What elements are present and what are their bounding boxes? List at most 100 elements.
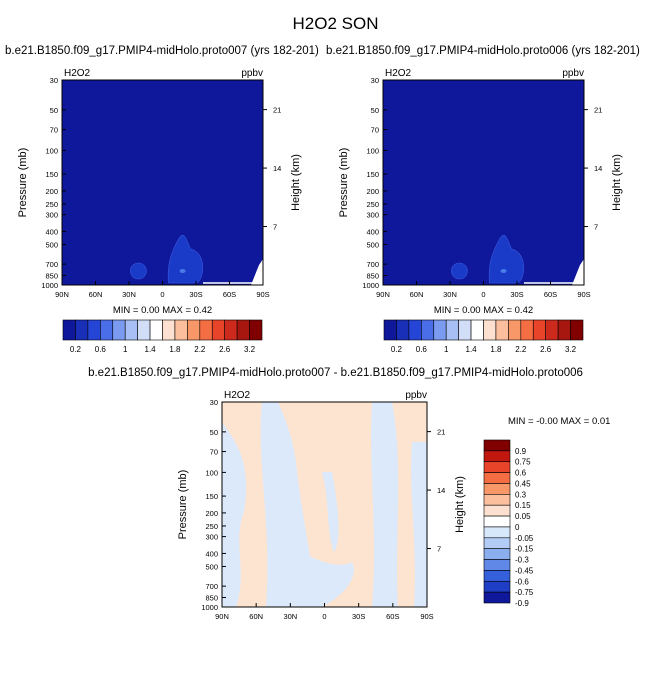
panel-1-colorbar-label: 0.2 bbox=[70, 345, 82, 354]
panel-2-colorbar-label: 0.6 bbox=[416, 345, 428, 354]
panel-2-y-tick-label: 150 bbox=[366, 170, 379, 179]
panel-3-colorbar-swatch bbox=[483, 439, 511, 452]
panel-2-colorbar-swatch bbox=[421, 319, 435, 341]
panel-2-stats: MIN = 0.00 MAX = 0.42 bbox=[434, 305, 533, 316]
panel-1-y-tick-label: 100 bbox=[45, 146, 58, 155]
panel-3-x-tick-label: 90N bbox=[215, 612, 229, 621]
panel-3-y-tick-label: 500 bbox=[205, 562, 218, 571]
panel-1-colorbar-swatch bbox=[137, 319, 151, 341]
panel-1-y-tick-label: 400 bbox=[45, 227, 58, 236]
panel-1-colorbar-swatch bbox=[236, 319, 250, 341]
panel-3-colorbar-swatch bbox=[483, 559, 511, 571]
panel-2-x-tick-label: 90N bbox=[376, 290, 390, 299]
panel-1-colorbar-swatch bbox=[199, 319, 213, 341]
panel-1-height-tick-label: 14 bbox=[273, 164, 281, 173]
panel-2-y-tick-label: 30 bbox=[371, 76, 379, 85]
panel-1-title: b.e21.B1850.f09_g17.PMIP4-midHolo.proto0… bbox=[5, 45, 319, 57]
panel-1-y-tick-label: 300 bbox=[45, 211, 58, 220]
panel-2-height-tick-label: 14 bbox=[594, 164, 602, 173]
panel-2-y-tick-label: 300 bbox=[366, 211, 379, 220]
panel-2-height-axis-label: Height (km) bbox=[611, 154, 623, 211]
panel-1-x-tick-label: 60S bbox=[223, 290, 236, 299]
panel-2-y-tick-label: 200 bbox=[366, 187, 379, 196]
panel-1-colorbar-swatch bbox=[224, 319, 238, 341]
panel-3-x-tick-label: 30S bbox=[352, 612, 365, 621]
panel-2-colorbar-swatch bbox=[495, 319, 509, 341]
panel-3-y-tick-label: 850 bbox=[205, 593, 218, 602]
panel-3-colorbar-label: -0.6 bbox=[515, 577, 529, 586]
panel-3-y-axis-label: Pressure (mb) bbox=[177, 470, 189, 540]
figure-title: H2O2 SON bbox=[292, 14, 379, 33]
panel-1-height-tick-label: 21 bbox=[273, 106, 281, 115]
panel-3-colorbar-label: 0.75 bbox=[515, 458, 531, 467]
panel-3-colorbar-label: -0.75 bbox=[515, 588, 534, 597]
panel-3-height-tick-label: 7 bbox=[437, 545, 441, 554]
panel-3-field-negative bbox=[222, 422, 247, 607]
panel-2-colorbar-swatch bbox=[383, 319, 397, 341]
panel-3-height-tick-label: 14 bbox=[437, 486, 445, 495]
panel-1-colorbar-swatch bbox=[162, 319, 176, 341]
panel-3-colorbar-label: 0.45 bbox=[515, 479, 531, 488]
panel-3-colorbar-label: -0.05 bbox=[515, 534, 534, 543]
panel-2-colorbar-label: 0.2 bbox=[391, 345, 403, 354]
panel-2-y-tick-label: 100 bbox=[366, 146, 379, 155]
panel-2-y-tick-label: 850 bbox=[366, 271, 379, 280]
panel-2-colorbar-swatch bbox=[396, 319, 410, 341]
panel-2-x-tick-label: 60S bbox=[544, 290, 557, 299]
panel-2-x-tick-label: 30N bbox=[443, 290, 457, 299]
panel-3-colorbar-label: 0.15 bbox=[515, 501, 531, 510]
panel-1-colorbar-label: 1.4 bbox=[145, 345, 157, 354]
panel-2-colorbar-swatch bbox=[545, 319, 559, 341]
panel-3-units-label: ppbv bbox=[405, 390, 427, 401]
panel-3-height-tick-label: 21 bbox=[437, 428, 445, 437]
panel-3-colorbar-swatch bbox=[483, 504, 511, 517]
panel-1-colorbar-swatch bbox=[149, 319, 163, 341]
panel-2-y-axis-label: Pressure (mb) bbox=[338, 148, 350, 218]
panel-3-colorbar-label: -0.45 bbox=[515, 566, 534, 575]
panel-1-field bbox=[62, 80, 263, 285]
panel-2-colorbar-label: 1.8 bbox=[490, 345, 502, 354]
panel-3-colorbar-swatch bbox=[483, 483, 511, 495]
panel-3-y-tick-label: 400 bbox=[205, 549, 218, 558]
panel-1-height-axis-label: Height (km) bbox=[290, 154, 302, 211]
panel-2-y-tick-label: 70 bbox=[371, 126, 379, 135]
panel-1-colorbar-swatch bbox=[249, 319, 263, 341]
panel-3-colorbar-label: 0.05 bbox=[515, 512, 531, 521]
panel-1-colorbar-label: 2.2 bbox=[194, 345, 206, 354]
panel-2-height-tick-label: 21 bbox=[594, 106, 602, 115]
panel-3-field-negative bbox=[322, 472, 339, 552]
panel-1-colorbar-label: 2.6 bbox=[219, 345, 231, 354]
panel-2-y-tick-label: 700 bbox=[366, 260, 379, 269]
panel-2-colorbar-label: 2.2 bbox=[515, 345, 527, 354]
panel-2-contour-blob bbox=[451, 262, 468, 280]
panel-1-x-tick-label: 0 bbox=[160, 290, 164, 299]
panel-2-x-tick-label: 0 bbox=[481, 290, 485, 299]
panel-3-colorbar-label: 0.6 bbox=[515, 469, 527, 478]
panel-2-units-label: ppbv bbox=[562, 68, 584, 79]
panel-3-colorbar-swatch bbox=[483, 461, 511, 473]
panel-3-x-tick-label: 60S bbox=[386, 612, 399, 621]
panel-1-y-tick-label: 700 bbox=[45, 260, 58, 269]
panel-1-colorbar-label: 1.8 bbox=[169, 345, 181, 354]
panel-1-y-tick-label: 70 bbox=[50, 126, 58, 135]
panel-3-field-negative bbox=[371, 402, 399, 607]
panel-2-colorbar-swatch bbox=[445, 319, 459, 341]
panel-1-contour-blob bbox=[130, 262, 147, 280]
panel-3-colorbar-swatch bbox=[483, 450, 511, 463]
panel-3-height-axis-label: Height (km) bbox=[454, 476, 466, 533]
panel-2-colorbar-swatch bbox=[570, 319, 584, 341]
panel-1-y-tick-label: 850 bbox=[45, 271, 58, 280]
panel-3-colorbar-swatch bbox=[483, 591, 511, 604]
panel-3-colorbar-label: -0.9 bbox=[515, 599, 529, 608]
panel-3-y-tick-label: 70 bbox=[210, 448, 218, 457]
panel-2-variable-label: H2O2 bbox=[385, 68, 412, 79]
panel-2-colorbar-label: 2.6 bbox=[540, 345, 552, 354]
panel-2-contour-edge bbox=[572, 259, 584, 285]
panel-3-colorbar-swatch bbox=[483, 537, 511, 549]
panel-1-x-tick-label: 90N bbox=[55, 290, 69, 299]
panel-2-colorbar-swatch bbox=[557, 319, 571, 341]
panel-3-y-tick-label: 250 bbox=[205, 522, 218, 531]
panel-2-x-tick-label: 30S bbox=[510, 290, 523, 299]
panel-3-colorbar-swatch bbox=[483, 472, 511, 484]
panel-3-x-tick-label: 0 bbox=[322, 612, 326, 621]
